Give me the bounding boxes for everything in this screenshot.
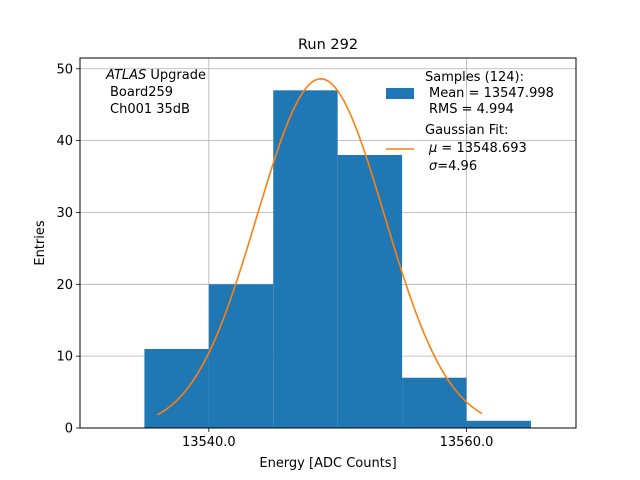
- y-axis-ticks: 0 10 20 30 40 50: [56, 62, 80, 437]
- histogram-bars: [144, 90, 531, 429]
- histogram-bar: [337, 154, 403, 428]
- svg-text:μ = 13548.693: μ = 13548.693: [428, 141, 527, 156]
- legend-fit-mu-value: = 13548.693: [437, 141, 526, 156]
- x-axis-ticks: 13540.0 13560.0: [182, 428, 493, 450]
- y-tick-label: 50: [56, 62, 73, 77]
- gaussian-fit-curve: [156, 78, 483, 416]
- histogram-bar: [144, 348, 209, 428]
- plot-area-frame: [79, 57, 577, 429]
- gaussian-fit-path: [156, 78, 483, 416]
- y-tick-label: 20: [56, 278, 73, 293]
- annotation-board: Board259: [110, 85, 173, 100]
- legend-samples-title: Samples (124):: [425, 70, 524, 85]
- y-tick-label: 40: [56, 134, 73, 149]
- y-axis-label: Entries: [33, 220, 48, 266]
- legend-samples-rms: RMS = 4.994: [429, 102, 514, 117]
- atlas-annotation: ATLAS Upgrade Board259 Ch001 35dB: [105, 68, 206, 117]
- legend-fit-title: Gaussian Fit:: [425, 123, 508, 138]
- legend-fit-mu-symbol: μ: [428, 141, 437, 156]
- legend-fit-sigma-value: =4.96: [437, 159, 477, 174]
- histogram-bar: [273, 90, 338, 429]
- legend-samples-swatch: [386, 88, 414, 99]
- y-tick-label: 10: [56, 350, 73, 365]
- x-tick-label: 13540.0: [182, 435, 236, 450]
- annotation-atlas-italic: ATLAS: [105, 68, 146, 83]
- x-axis-label: Energy [ADC Counts]: [259, 456, 396, 471]
- annotation-upgrade: Upgrade: [146, 68, 206, 83]
- svg-text:ATLAS Upgrade: ATLAS Upgrade: [105, 68, 206, 83]
- y-tick-label: 0: [65, 422, 73, 437]
- histogram-bar: [466, 420, 531, 428]
- svg-text:σ=4.96: σ=4.96: [429, 159, 477, 174]
- x-tick-label: 13560.0: [440, 435, 494, 450]
- y-tick-label: 30: [56, 206, 73, 221]
- legend-samples-mean: Mean = 13547.998: [429, 86, 554, 101]
- histogram-bar: [402, 377, 467, 428]
- annotation-channel: Ch001 35dB: [110, 102, 190, 117]
- histogram-bar: [208, 284, 274, 428]
- chart-title: Run 292: [298, 37, 358, 53]
- legend: Samples (124): Mean = 13547.998 RMS = 4.…: [386, 70, 554, 174]
- legend-fit-sigma-symbol: σ: [429, 159, 438, 174]
